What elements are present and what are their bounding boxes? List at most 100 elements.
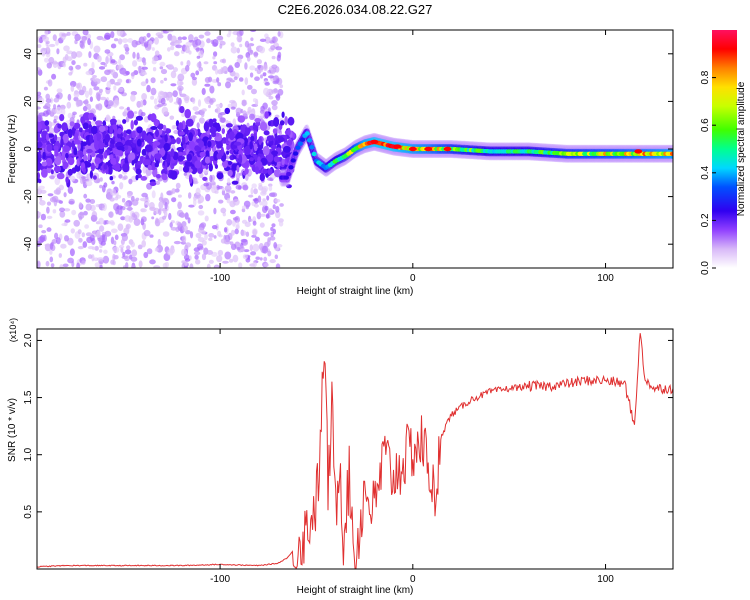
heatmap-cell (252, 98, 257, 103)
heatmap-cell (183, 265, 188, 268)
heatmap-cell (155, 217, 159, 224)
heatmap-cell (267, 250, 272, 257)
heatmap-cell (67, 257, 74, 264)
heatmap-cell (266, 135, 274, 142)
heatmap-cell (85, 70, 93, 76)
heatmap-cell (99, 264, 103, 268)
heatmap-cell (37, 106, 41, 110)
heatmap-cell (44, 30, 48, 37)
heatmap-cell (160, 80, 164, 84)
heatmap-cell (277, 31, 281, 37)
heatmap-cell (37, 67, 41, 72)
heatmap-cell (278, 137, 285, 142)
heatmap-cell (44, 57, 49, 63)
heatmap-cell (217, 112, 223, 119)
heatmap-cell (76, 262, 80, 268)
heatmap-cell (49, 249, 53, 255)
heatmap-cell (221, 128, 225, 135)
heatmap-cell (208, 237, 213, 241)
heatmap-cell (174, 51, 180, 57)
heatmap-cell (184, 161, 191, 167)
colorbar-tick-label: 0.2 (700, 213, 711, 227)
heatmap-cell (163, 142, 170, 152)
heatmap-cell (259, 38, 267, 42)
heatmap-cell (88, 87, 93, 96)
heatmap-cell (304, 131, 310, 136)
heatmap-cell (41, 230, 47, 234)
heatmap-cell (59, 114, 65, 122)
heatmap-cell (94, 157, 101, 165)
heatmap-cell (180, 61, 184, 66)
heatmap-cell (311, 151, 317, 157)
heatmap-cell (75, 83, 81, 89)
heatmap-cell (255, 166, 259, 175)
heatmap-cell (209, 98, 214, 105)
heatmap-cell (224, 185, 232, 192)
heatmap-cell (73, 219, 80, 227)
heatmap-cell (80, 143, 84, 154)
heatmap-cell (212, 56, 216, 60)
heatmap-cell (229, 241, 234, 246)
heatmap-cell (90, 214, 97, 222)
heatmap-cell (252, 125, 259, 131)
heatmap-cell (169, 115, 175, 120)
heatmap-cell (125, 129, 132, 135)
heatmap-cell (198, 140, 205, 148)
colorbar-tick-label: 0.6 (700, 118, 711, 132)
heatmap-cell (297, 141, 303, 146)
x-tick-label: -100 (210, 273, 230, 284)
heatmap-cell (132, 51, 136, 59)
heatmap-cell (262, 245, 269, 254)
heatmap-cell (146, 248, 153, 255)
heatmap-cell (227, 169, 233, 177)
heatmap-cell (115, 156, 119, 164)
heatmap-cell (194, 254, 199, 260)
heatmap-cell (114, 166, 121, 171)
heatmap-cell (118, 174, 123, 179)
heatmap-cell (127, 193, 132, 198)
heatmap-cell (110, 43, 117, 49)
heatmap-cell (212, 39, 219, 47)
heatmap-cell (56, 237, 61, 245)
heatmap-cell (47, 193, 54, 197)
heatmap-cell (194, 111, 201, 115)
heatmap-cell (170, 226, 177, 231)
heatmap-cell (208, 233, 215, 238)
heatmap-cell (195, 232, 202, 239)
heatmap-cell (240, 108, 244, 114)
heatmap-cell (136, 52, 140, 60)
heatmap-cell (119, 182, 124, 190)
heatmap-cell (82, 241, 88, 248)
heatmap-cell (106, 80, 112, 89)
heatmap-cell (114, 196, 119, 201)
heatmap-cell (215, 106, 221, 114)
heatmap-cell (45, 157, 53, 167)
heatmap-cell (196, 55, 201, 59)
heatmap-cell (268, 95, 274, 100)
y-tick-label: 2.0 (23, 333, 34, 347)
heatmap-cell (179, 81, 184, 86)
heatmap-cell (141, 93, 148, 101)
heatmap-cell (135, 168, 142, 175)
heatmap-cell (216, 255, 223, 263)
heatmap-cell (262, 72, 267, 77)
heatmap-cell (235, 132, 244, 141)
heatmap-cell (154, 153, 162, 160)
heatmap-cell (82, 122, 89, 130)
heatmap-cell (93, 116, 97, 122)
heatmap-cell (46, 44, 50, 53)
heatmap-cell (198, 204, 204, 210)
heatmap-cell (210, 181, 216, 186)
heatmap-cell (248, 218, 253, 222)
heatmap-cell (108, 211, 114, 219)
heatmap-cell (49, 175, 55, 180)
heatmap-cell (219, 117, 226, 123)
heatmap-cell (49, 122, 56, 126)
heatmap-cell (188, 34, 194, 42)
heatmap-cell (166, 30, 174, 33)
heatmap-cell (156, 104, 163, 108)
heatmap-cell (196, 62, 202, 68)
heatmap-cell (96, 35, 104, 41)
heatmap-cell (133, 218, 141, 227)
heatmap-cell (78, 237, 83, 243)
